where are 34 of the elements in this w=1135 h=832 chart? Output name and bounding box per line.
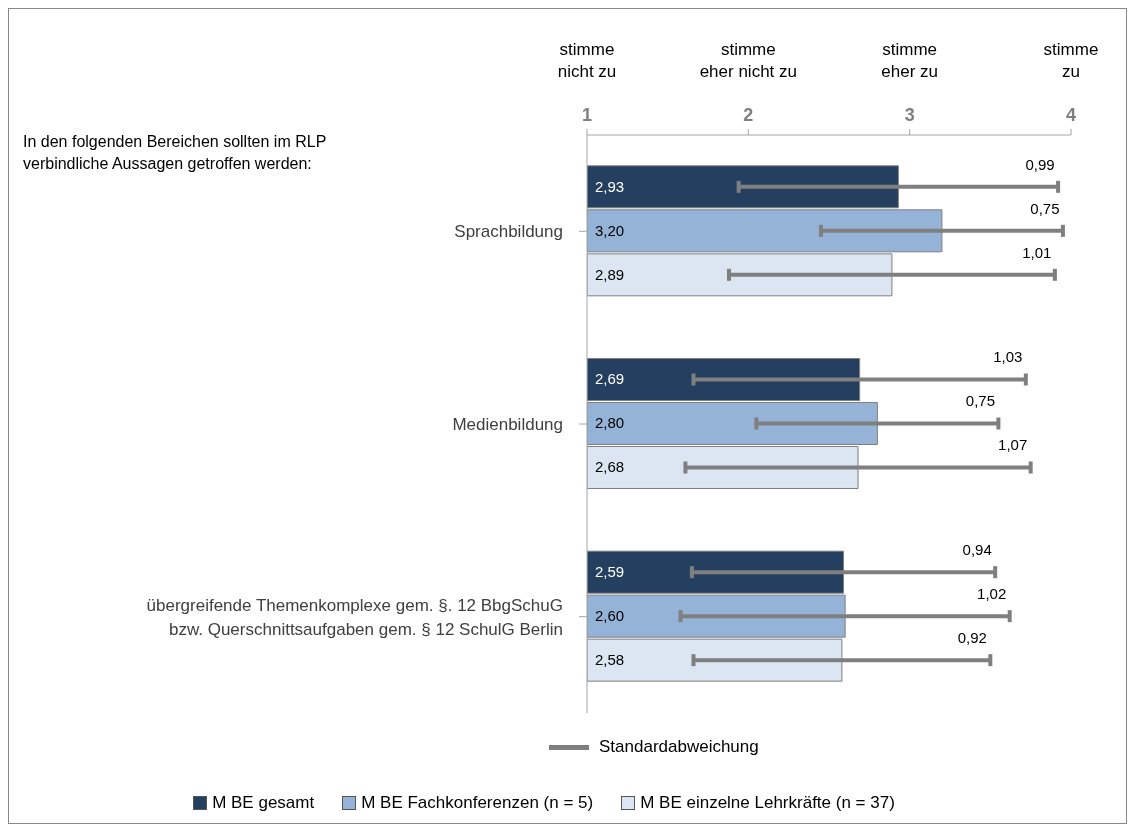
annotation: 0,99 <box>1025 155 1055 173</box>
annotation: 0,75 <box>965 392 995 410</box>
text: stimme eher zu <box>881 40 939 81</box>
x-tick-label: 2 <box>743 105 754 125</box>
data-label: 2,68 <box>595 458 625 476</box>
legend-label: M BE gesamt <box>212 793 315 813</box>
text: Standardabweichung <box>599 737 759 757</box>
text: stimme nicht zu <box>557 40 617 81</box>
legend-label: M BE einzelne Lehrkräfte (n = 37) <box>640 793 895 813</box>
annotation: 1,01 <box>1022 243 1052 261</box>
annotation: 0,75 <box>1030 199 1060 217</box>
data-label: 2,58 <box>595 651 625 669</box>
y-tick-label: übergreifende Themenkomplexe gem. §. 12 BbgSchuG bzw. Querschnittsaufgaben gem. § 12 SchulG Berlin <box>146 595 563 639</box>
annotation: 0,94 <box>962 541 992 559</box>
annotation: 0,92 <box>957 629 987 647</box>
annotation: 1,07 <box>998 436 1028 454</box>
y-tick-label: Medienbildung <box>452 415 563 434</box>
data-label: 2,60 <box>595 607 625 625</box>
x-tick-label: 1 <box>581 105 593 125</box>
data-label: 2,89 <box>595 265 625 283</box>
data-label: 2,93 <box>595 177 625 195</box>
data-label: 2,69 <box>595 370 625 388</box>
data-label: 3,20 <box>595 221 625 239</box>
text: stimme eher nicht zu <box>699 40 798 81</box>
legend-label: M BE Fachkonferenzen (n = 5) <box>361 793 594 813</box>
x-tick-label: 3 <box>904 105 915 125</box>
x-tick-label: 4 <box>1065 105 1077 125</box>
data-label: 2,80 <box>595 414 625 432</box>
text: stimme zu <box>1043 40 1099 81</box>
text: In den folgenden Bereichen sollten im RLP verbindliche Aussagen getroffen werden: <box>23 132 327 174</box>
annotation: 1,03 <box>993 348 1023 366</box>
data-label: 2,59 <box>595 563 625 581</box>
annotation: 1,02 <box>977 585 1007 603</box>
y-tick-label: Sprachbildung <box>454 222 563 242</box>
